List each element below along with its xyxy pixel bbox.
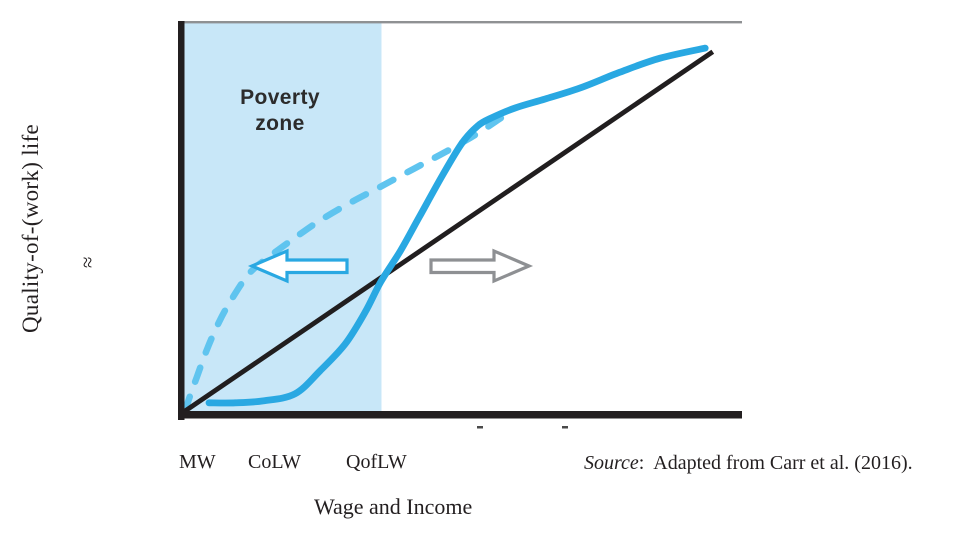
x-tick-colw: CoLW — [248, 451, 301, 473]
x-tick-mw: MW — [179, 451, 216, 473]
x-axis-label: Wage and Income — [314, 494, 473, 519]
qowl-s-curve — [205, 44, 709, 407]
axis-artifact-mark — [477, 426, 483, 429]
y-axis-break-symbol: ≈ — [75, 256, 100, 269]
x-axis — [178, 411, 742, 419]
axis-artifact-mark — [562, 426, 568, 429]
poverty-zone-label-line1: Poverty — [240, 86, 320, 109]
x-tick-qoflw: QofLW — [346, 451, 407, 473]
source-word: Source — [584, 452, 639, 474]
poverty-zone-region — [184, 23, 382, 411]
plot-top-border — [184, 21, 742, 24]
poverty-zone-label: Poverty zone — [200, 85, 360, 137]
poverty-zone-label-line2: zone — [255, 112, 305, 135]
right-arrow-icon — [429, 248, 534, 284]
source-text: : Adapted from Carr et al. (2016). — [638, 452, 913, 474]
linear-reference-line — [181, 49, 715, 415]
left-arrow-icon — [247, 248, 349, 284]
source-caption: Source: Adapted from Carr et al. (2016). — [584, 452, 913, 475]
y-axis — [178, 21, 185, 420]
y-axis-label: Quality-of-(work) life — [18, 123, 43, 333]
